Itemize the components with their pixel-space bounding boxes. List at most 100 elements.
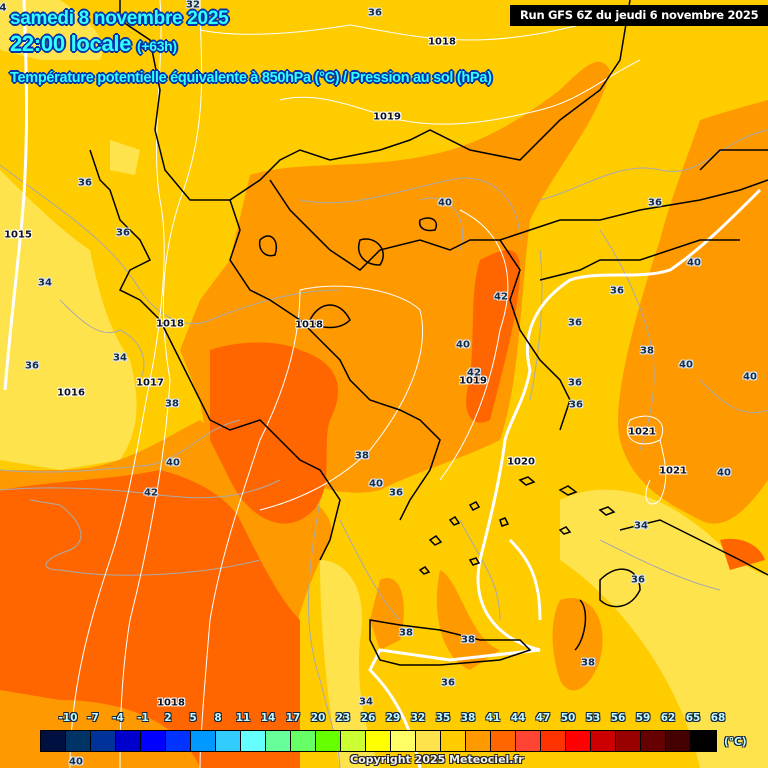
colorbar-tick-label: 65 xyxy=(685,712,701,724)
forecast-date: samedi 8 novembre 2025 xyxy=(10,8,229,29)
colorbar-tick-label: 50 xyxy=(560,712,576,724)
colorbar-cell xyxy=(616,731,641,751)
theta-e-label: 42 xyxy=(494,291,508,303)
colorbar-tick-label: -1 xyxy=(137,712,149,724)
theta-e-label: 40 xyxy=(69,756,83,768)
isobar-label: 1017 xyxy=(136,377,164,389)
colorbar-tick-label: 29 xyxy=(385,712,401,724)
isobar-label: 1018 xyxy=(156,318,184,330)
theta-e-label: 38 xyxy=(165,398,179,410)
colorbar-tick-label: 8 xyxy=(214,712,222,724)
colorbar-cell xyxy=(566,731,591,751)
colorbar-tick-label: 44 xyxy=(510,712,526,724)
isobar-label: 1019 xyxy=(373,111,401,123)
copyright: Copyright 2025 Meteociel.fr xyxy=(350,753,524,766)
theta-e-label: 34 xyxy=(634,520,648,532)
theta-e-label: 42 xyxy=(144,487,158,499)
colorbar-cell xyxy=(466,731,491,751)
theta-e-label: 38 xyxy=(355,450,369,462)
colorbar-cell xyxy=(391,731,416,751)
colorbar-tick-label: 26 xyxy=(360,712,376,724)
colorbar-tick-label: -4 xyxy=(112,712,124,724)
colorbar-tick-label: 5 xyxy=(189,712,197,724)
theta-e-label: 36 xyxy=(78,177,92,189)
theta-e-label: 36 xyxy=(631,574,645,586)
theta-e-label: 36 xyxy=(25,360,39,372)
colorbar-cell xyxy=(416,731,441,751)
theta-e-label: 40 xyxy=(717,467,731,479)
theta-e-label: 40 xyxy=(438,197,452,209)
colorbar-cell xyxy=(541,731,566,751)
colorbar-cell xyxy=(666,731,691,751)
parameter-title: Température potentielle équivalente à 85… xyxy=(10,70,492,86)
colorbar-cell xyxy=(241,731,266,751)
colorbar-tick-label: 32 xyxy=(410,712,426,724)
colorbar-cell xyxy=(441,731,466,751)
isobar-label: 1016 xyxy=(57,387,85,399)
colorbar-cell xyxy=(691,731,716,751)
theta-e-label: 40 xyxy=(679,359,693,371)
theta-e-label: 40 xyxy=(687,257,701,269)
colorbar-cell xyxy=(341,731,366,751)
colorbar-tick-label: 56 xyxy=(610,712,626,724)
theta-e-label: 38 xyxy=(581,657,595,669)
isobar-label: 1021 xyxy=(628,426,656,438)
colorbar-tick-label: -10 xyxy=(58,712,78,724)
theta-e-label: 36 xyxy=(116,227,130,239)
isobar-label: 1021 xyxy=(659,465,687,477)
colorbar-tick-label: 14 xyxy=(260,712,276,724)
colorbar-cell xyxy=(366,731,391,751)
colorbar-cell xyxy=(216,731,241,751)
colorbar-tick-label: 62 xyxy=(660,712,676,724)
forecast-time: 22:00 locale (+63h) xyxy=(10,31,177,57)
colorbar-tick-label: -7 xyxy=(87,712,99,724)
colorbar-cell xyxy=(591,731,616,751)
colorbar-tick-label: 38 xyxy=(460,712,476,724)
theta-e-label: 4 xyxy=(0,2,7,14)
isobar-label: 1019 xyxy=(459,375,487,387)
colorbar-cell xyxy=(116,731,141,751)
colorbar-tick-label: 35 xyxy=(435,712,451,724)
colorbar-cell xyxy=(491,731,516,751)
colorbar-tick-label: 47 xyxy=(535,712,551,724)
fill-41-44 xyxy=(0,250,765,768)
isobar-label: 1018 xyxy=(428,36,456,48)
colorbar-tick-label: 41 xyxy=(485,712,501,724)
theta-e-label: 40 xyxy=(743,371,757,383)
colorbar xyxy=(40,730,717,752)
colorbar-tick-label: 23 xyxy=(335,712,351,724)
isotherm-contours xyxy=(0,129,768,768)
isobar-contours xyxy=(3,0,762,768)
theta-e-label: 40 xyxy=(166,457,180,469)
theta-e-label: 38 xyxy=(461,634,475,646)
theta-e-label: 36 xyxy=(648,197,662,209)
theta-e-label: 42 xyxy=(467,367,481,379)
theta-e-label: 36 xyxy=(389,487,403,499)
colorbar-unit: (°C) xyxy=(724,736,747,748)
colorbar-cell xyxy=(41,731,66,751)
colorbar-tick-label: 59 xyxy=(635,712,651,724)
model-run-info: Run GFS 6Z du jeudi 6 novembre 2025 xyxy=(510,5,768,26)
colorbar-tick-label: 17 xyxy=(285,712,301,724)
theta-e-label: 34 xyxy=(359,696,373,708)
colorbar-cell xyxy=(166,731,191,751)
colorbar-cell xyxy=(191,731,216,751)
isobar-label: 1015 xyxy=(4,229,32,241)
isobar-label: 1018 xyxy=(157,697,185,709)
colorbar-cell xyxy=(66,731,91,751)
theta-e-label: 34 xyxy=(38,277,52,289)
colorbar-tick-label: 2 xyxy=(164,712,172,724)
theta-e-label: 40 xyxy=(369,478,383,490)
theta-e-label: 36 xyxy=(568,317,582,329)
theta-e-label: 36 xyxy=(569,399,583,411)
theta-e-label: 32 xyxy=(186,0,200,11)
colorbar-tick-label: 20 xyxy=(310,712,326,724)
colorbar-cell xyxy=(641,731,666,751)
theta-e-label: 36 xyxy=(568,377,582,389)
colorbar-cell xyxy=(316,731,341,751)
theta-e-label: 40 xyxy=(456,339,470,351)
theta-e-label: 38 xyxy=(640,345,654,357)
forecast-lead-time: (+63h) xyxy=(136,38,177,54)
colorbar-cell xyxy=(141,731,166,751)
colorbar-cell xyxy=(266,731,291,751)
